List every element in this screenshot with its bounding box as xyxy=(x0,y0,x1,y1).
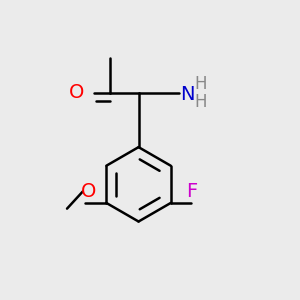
Text: O: O xyxy=(69,83,85,102)
Text: H: H xyxy=(194,93,207,111)
Text: H: H xyxy=(194,75,207,93)
Text: N: N xyxy=(180,85,194,104)
Text: O: O xyxy=(81,182,96,201)
Text: F: F xyxy=(186,182,197,201)
